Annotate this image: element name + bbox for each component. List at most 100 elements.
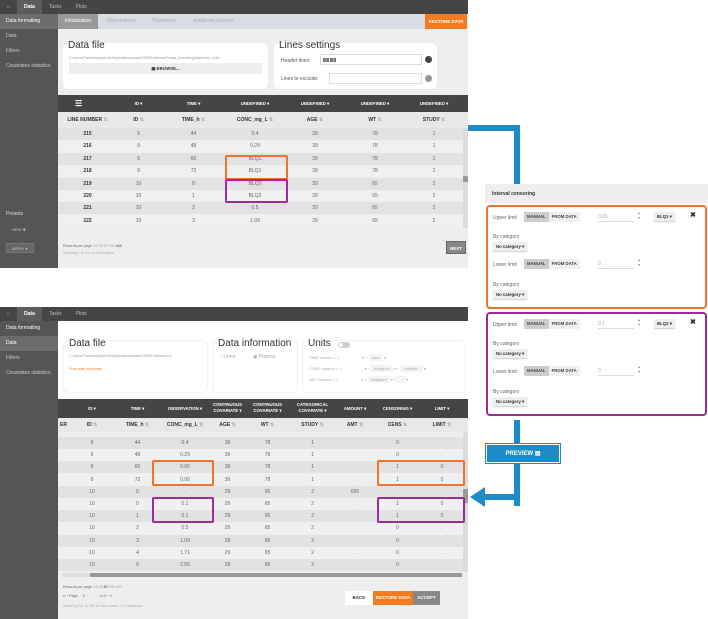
sort-icon[interactable]: ⇅	[144, 422, 150, 428]
remove-icon[interactable]: ✖	[690, 319, 696, 326]
records-option[interactable]: 25	[98, 244, 103, 248]
upper-limit-mode[interactable]: MANUAL FROM DATA	[524, 212, 580, 222]
clear-header-icon[interactable]	[425, 56, 432, 63]
upper-limit-input[interactable]: 0.06	[598, 212, 634, 222]
column-type-dropdown[interactable]: UNDEFINED ▾	[300, 101, 330, 106]
column-header-limit[interactable]: LIMIT ⇅	[420, 422, 464, 428]
sidebar-item-data-formatting[interactable]: Data formatting	[0, 14, 58, 29]
records-option[interactable]: 100	[108, 244, 115, 248]
subtab-additional-columns[interactable]: Additional columns	[192, 18, 235, 24]
records-option[interactable]: 100	[108, 585, 115, 589]
column-header-study[interactable]: STUDY ⇅	[405, 117, 463, 123]
home-icon[interactable]: ⌂	[7, 311, 11, 317]
column-header-time_h[interactable]: TIME_h ⇅	[162, 117, 225, 123]
sort-icon[interactable]: ⇅	[200, 117, 206, 123]
column-type-dropdown[interactable]: OBSERVATION ▾	[167, 406, 203, 411]
exclude-lines-input[interactable]	[329, 73, 422, 84]
unit-multiplier[interactable]: 1	[337, 355, 340, 360]
subtab-treatments[interactable]: Treatments	[151, 18, 177, 24]
vertical-scrollbar[interactable]	[463, 432, 468, 572]
lower-limit-input[interactable]: 0	[598, 259, 634, 269]
column-header-id[interactable]: ID ⇅	[117, 117, 160, 123]
column-type-dropdown[interactable]: CONTINUOUS COVARIATE ▾	[253, 402, 282, 413]
unit-dropdown[interactable]: milliliter	[399, 365, 423, 372]
back-button[interactable]: BACK	[345, 591, 373, 605]
column-type-dropdown[interactable]: CATEGORICAL COVARIATE ▾	[296, 402, 329, 413]
column-header-cens[interactable]: CENS ⇅	[375, 422, 420, 428]
sidebar-item-filters[interactable]: Filters	[6, 355, 20, 361]
records-option[interactable]: 450	[115, 585, 122, 589]
sort-icon[interactable]: ⇅	[319, 422, 324, 428]
upper-limit-mode[interactable]: MANUAL FROM DATA	[524, 319, 580, 329]
column-type-dropdown[interactable]: UNDEFINED ▾	[419, 101, 449, 106]
lower-limit-mode[interactable]: MANUAL FROM DATA	[524, 259, 580, 269]
menu-icon[interactable]: ☰	[75, 99, 83, 108]
column-header-time_h[interactable]: TIME_h ⇅	[115, 422, 160, 428]
sort-icon[interactable]: ⇅	[93, 422, 98, 428]
column-header-line number[interactable]: LINE NUMBER ⇅	[60, 117, 115, 123]
sort-icon[interactable]: ⇅	[269, 422, 275, 428]
sort-icon[interactable]: ⇅	[447, 422, 452, 428]
column-type-dropdown[interactable]: UNDEFINED ▾	[360, 101, 390, 106]
category-dropdown[interactable]: No category ▾	[493, 349, 528, 358]
column-header-study[interactable]: STUDY ⇅	[290, 422, 335, 428]
records-option[interactable]: 10	[93, 585, 98, 589]
radio-urine[interactable]: ○ Urine	[219, 354, 236, 360]
partial-column-header[interactable]: ER	[60, 422, 67, 428]
sidebar-item-covariates[interactable]: Covariates statistics	[6, 63, 51, 69]
tab-plots[interactable]: Plots	[75, 4, 87, 10]
manual-option[interactable]: MANUAL	[524, 366, 549, 376]
tab-tasks[interactable]: Tasks	[48, 4, 62, 10]
column-type-dropdown[interactable]: TIME ▾	[130, 406, 145, 411]
records-option[interactable]: 25	[98, 585, 103, 589]
category-dropdown[interactable]: No category ▾	[493, 242, 528, 251]
from-data-option[interactable]: FROM DATA	[548, 212, 580, 222]
subtab-observations[interactable]: Observations	[106, 18, 136, 24]
last-page-icon[interactable]: ⇥	[108, 594, 112, 598]
sidebar-item-data-formatting[interactable]: Data formatting	[6, 325, 41, 331]
from-data-option[interactable]: FROM DATA	[548, 366, 580, 376]
sort-icon[interactable]: ⇅	[231, 422, 236, 428]
stepper-icon[interactable]: ▴ ▾	[638, 317, 641, 327]
accept-button[interactable]: ACCEPT	[413, 591, 440, 605]
category-dropdown[interactable]: No category ▾	[493, 397, 528, 406]
unit-dropdown[interactable]	[396, 376, 407, 383]
sidebar-item-filters[interactable]: Filters	[6, 48, 20, 54]
from-data-option[interactable]: FROM DATA	[548, 259, 580, 269]
first-page-icon[interactable]: ⇤	[63, 594, 67, 598]
apply-preset-button[interactable]: APPLY ▾	[6, 243, 34, 253]
header-tag[interactable]: 2	[330, 58, 337, 62]
manual-option[interactable]: MANUAL	[524, 259, 549, 269]
header-tag[interactable]: 1	[323, 58, 329, 62]
units-toggle[interactable]	[338, 342, 350, 348]
column-header-wt[interactable]: WT ⇅	[345, 117, 405, 123]
column-header-wt[interactable]: WT ⇅	[245, 422, 290, 428]
category-tag-dropdown[interactable]: BLQ2 ▾	[654, 319, 675, 328]
unit-dropdown[interactable]: hour	[368, 354, 383, 361]
stepper-icon[interactable]: ▴ ▾	[638, 210, 641, 220]
stepper-icon[interactable]: ▴ ▾	[638, 364, 641, 374]
column-type-dropdown[interactable]: UNDEFINED ▾	[240, 101, 270, 106]
next-button[interactable]: NEXT	[446, 241, 466, 254]
tab-tasks[interactable]: Tasks	[48, 311, 62, 317]
sidebar-item-covariates[interactable]: Covariates statistics	[6, 370, 51, 376]
column-type-dropdown[interactable]: LIMIT ▾	[434, 406, 450, 411]
clear-exclude-icon[interactable]	[425, 75, 432, 82]
new-preset-button[interactable]: NEW ✚	[12, 227, 26, 232]
sort-icon[interactable]: ⇅	[198, 422, 204, 428]
sort-icon[interactable]: ⇅	[139, 117, 144, 123]
horizontal-scrollbar[interactable]	[62, 573, 462, 577]
column-header-conc_mg_l[interactable]: CONC_mg_L ⇅	[225, 117, 285, 123]
column-header-amt[interactable]: AMT ⇅	[335, 422, 375, 428]
radio-plasma[interactable]: ◉ Plasma	[253, 354, 276, 360]
column-type-dropdown[interactable]: AMOUNT ▾	[343, 406, 367, 411]
unit-column[interactable]: column	[319, 355, 333, 360]
next-page-icon[interactable]: ›	[106, 594, 108, 598]
unit-multiplier[interactable]: 1	[339, 366, 342, 371]
unit-multiplier[interactable]: 1	[335, 377, 339, 382]
remove-icon[interactable]: ✖	[690, 212, 696, 219]
column-header-id[interactable]: ID ⇅	[72, 422, 112, 428]
column-type-dropdown[interactable]: ID ▾	[88, 406, 96, 411]
header-lines-input[interactable]: 1 2	[320, 54, 422, 65]
sort-icon[interactable]: ⇅	[268, 117, 274, 123]
